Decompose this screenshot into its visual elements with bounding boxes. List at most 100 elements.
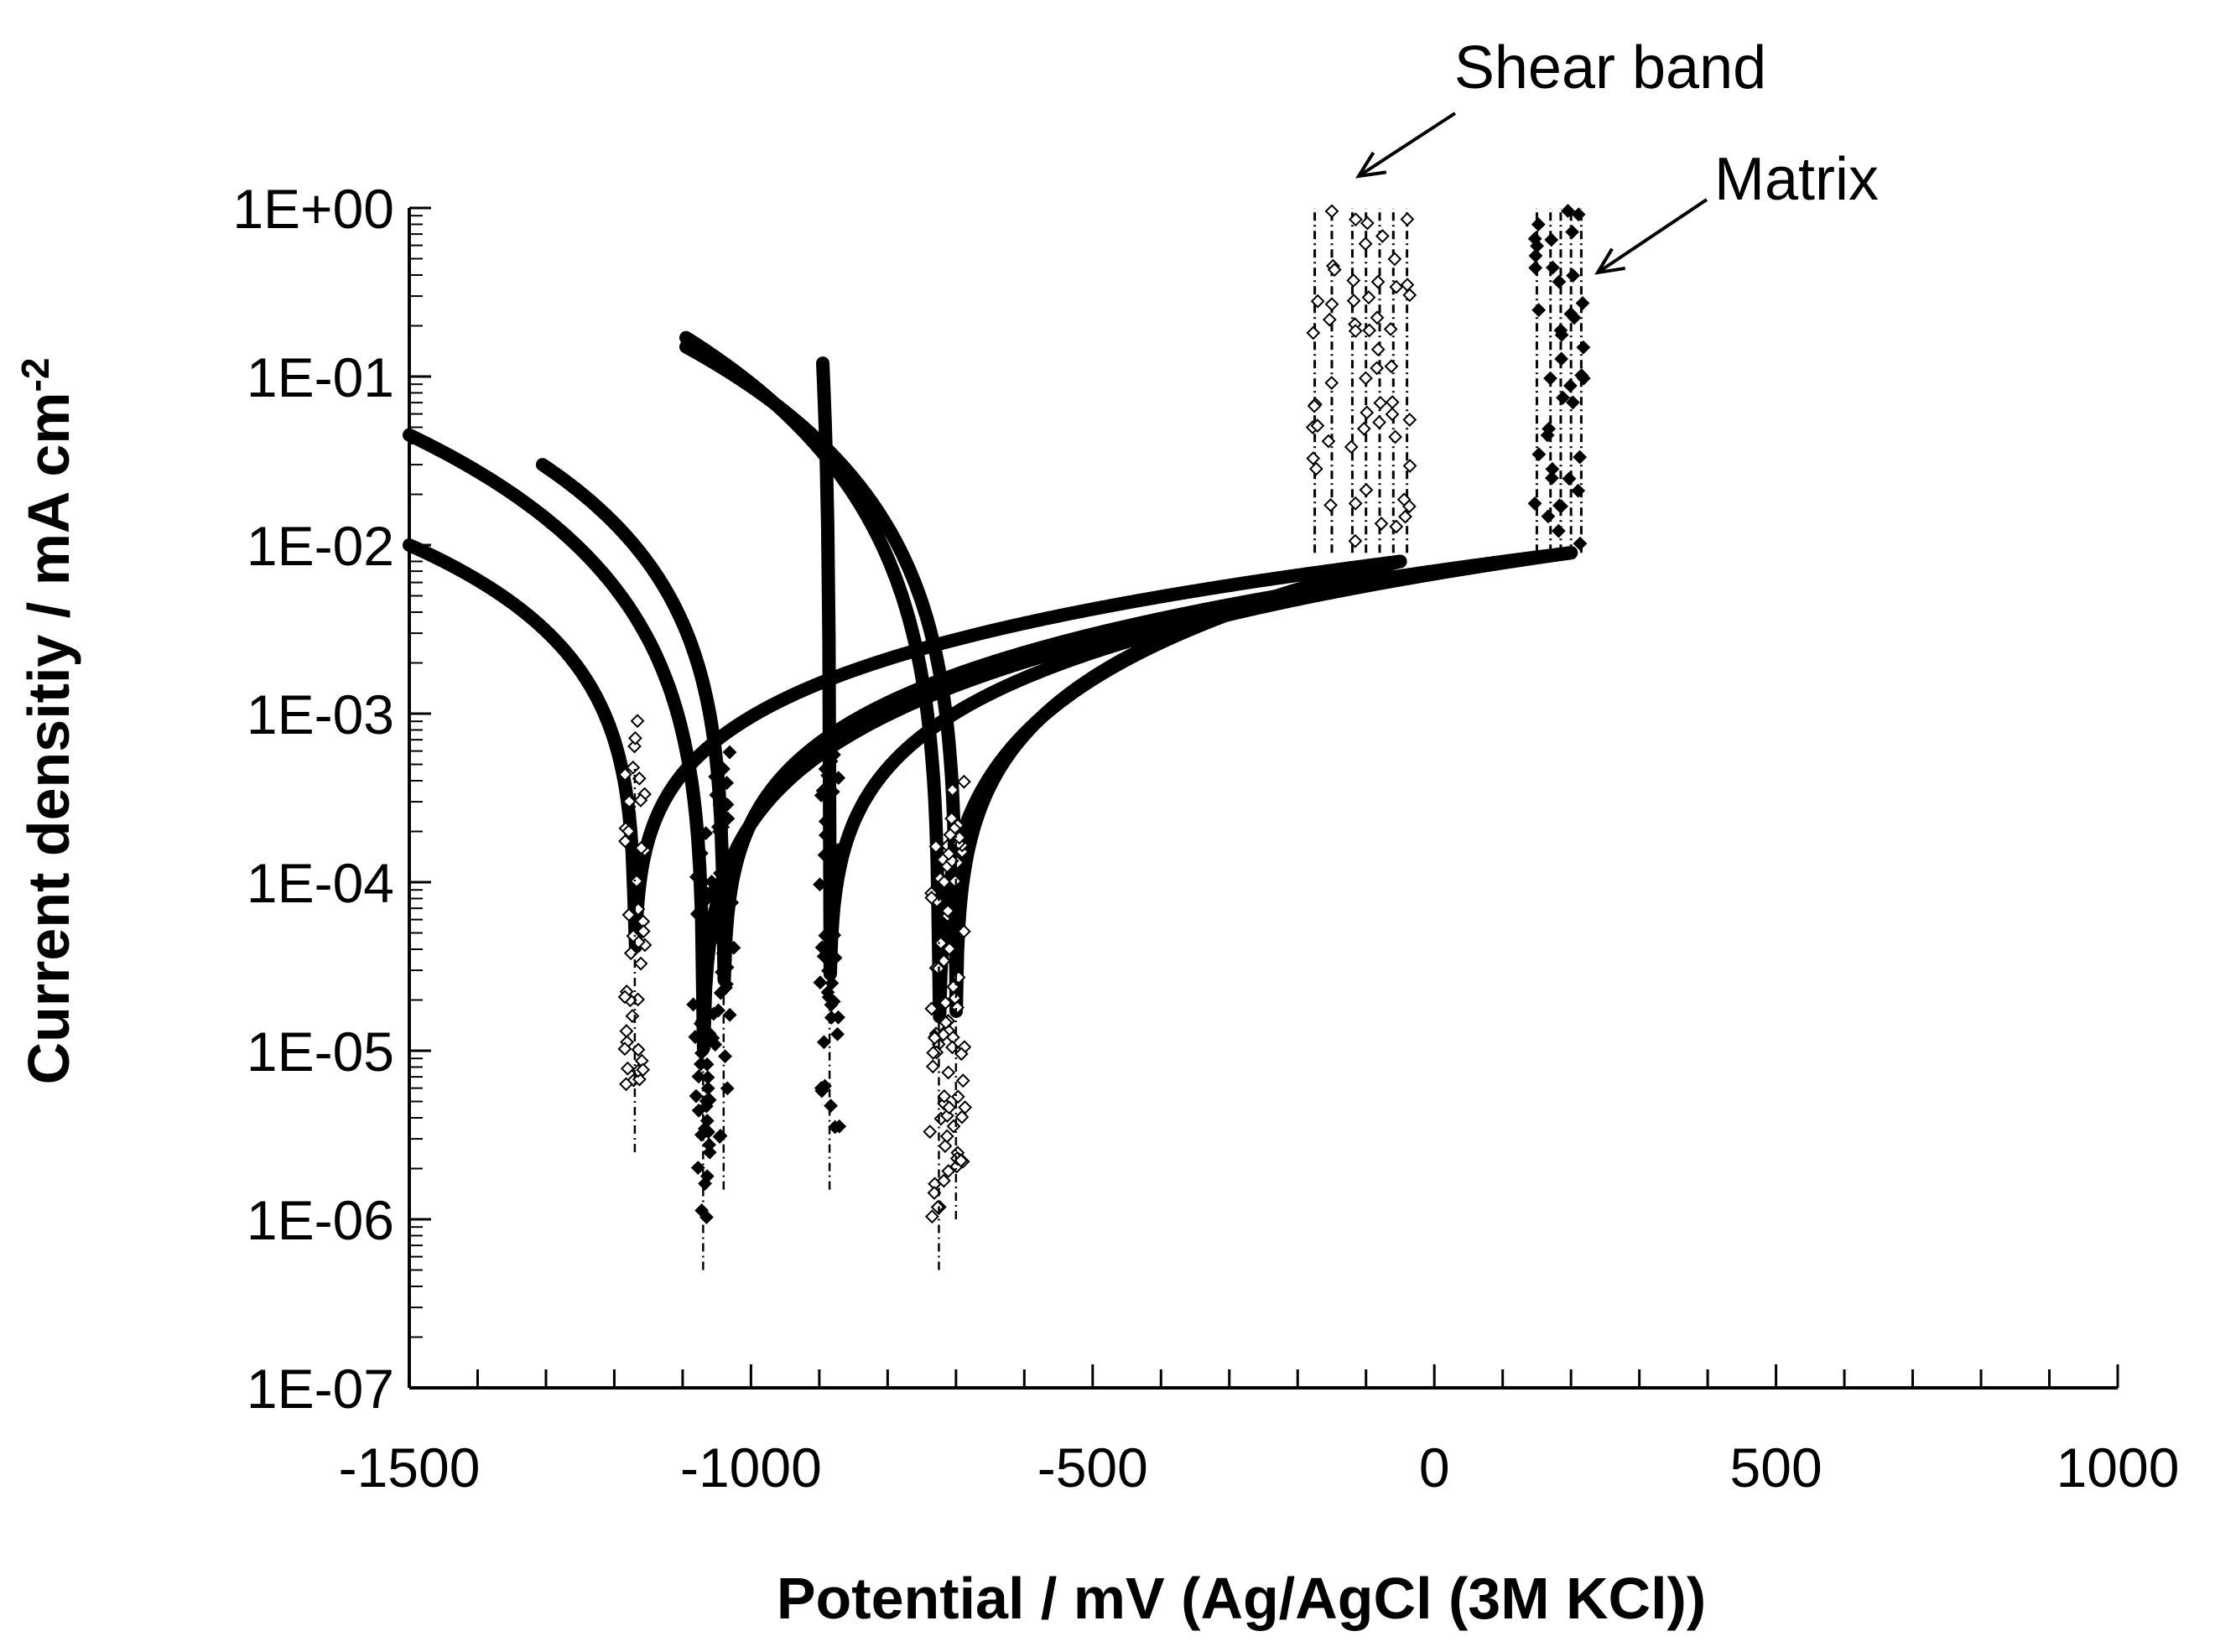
data-point xyxy=(689,1088,704,1104)
x-tick-label: -500 xyxy=(1037,1436,1148,1499)
spike-point xyxy=(1384,359,1399,374)
annotation-arrow-line xyxy=(1357,112,1457,178)
spike-point xyxy=(1544,470,1559,486)
data-point xyxy=(936,1173,951,1188)
data-point xyxy=(720,776,735,791)
y-axis-title-superscript: -2 xyxy=(13,358,57,392)
data-point xyxy=(924,1001,939,1016)
data-point xyxy=(825,784,840,799)
y-tick-label: 1E-07 xyxy=(247,1358,394,1420)
spike-point xyxy=(1389,519,1404,534)
data-point xyxy=(954,1047,969,1062)
data-point xyxy=(617,990,632,1005)
data-point xyxy=(814,940,829,955)
data-point xyxy=(626,928,641,943)
spike-point xyxy=(1576,371,1591,386)
data-point xyxy=(688,1030,703,1044)
annotation-label: Matrix xyxy=(1714,146,1879,213)
x-tick-label: -1000 xyxy=(680,1436,822,1499)
spike-point xyxy=(1370,274,1386,289)
spike-point xyxy=(1348,324,1363,339)
spike-point xyxy=(1324,297,1339,312)
data-point xyxy=(708,769,723,784)
spike-point xyxy=(1385,395,1400,410)
data-point xyxy=(626,760,641,775)
data-point xyxy=(937,1088,952,1104)
spike-point xyxy=(1324,376,1339,391)
data-point xyxy=(956,774,971,789)
spike-point xyxy=(1527,231,1542,247)
y-tick-label: 1E-06 xyxy=(247,1189,394,1251)
spike-point xyxy=(1359,371,1373,386)
spike-point xyxy=(1565,395,1580,410)
data-point xyxy=(690,1161,705,1175)
data-marks xyxy=(403,204,1591,1270)
spike-point xyxy=(1566,268,1580,283)
y-tick-label: 1E-05 xyxy=(247,1021,394,1083)
data-point xyxy=(715,946,731,961)
spike-point xyxy=(1528,260,1543,275)
spike-point xyxy=(1370,361,1385,376)
x-tick-label: 500 xyxy=(1730,1436,1822,1499)
data-point xyxy=(813,975,828,990)
data-point xyxy=(828,950,843,965)
data-point xyxy=(633,792,648,808)
data-point xyxy=(628,730,642,745)
spike-point xyxy=(1323,498,1339,512)
spike-point xyxy=(1573,449,1588,465)
spike-point xyxy=(1388,429,1403,444)
spike-point xyxy=(1387,252,1402,267)
series-matrix xyxy=(403,204,1591,1270)
spike-point xyxy=(1552,274,1567,289)
spike-point xyxy=(1402,288,1417,303)
spike-point xyxy=(1321,434,1336,449)
axes: -1500 -1000 -500 0 500 1000 1E-07 1E-06 1E-05 1E-… xyxy=(232,178,2179,1499)
spike-point xyxy=(1544,232,1559,247)
data-point xyxy=(709,787,724,803)
annotations: Shear band Matrix xyxy=(1355,34,1879,275)
x-axis-title: Potential / mV (Ag/AgCl (3M KCl)) xyxy=(777,1566,1706,1631)
data-point xyxy=(928,839,944,854)
spike-point xyxy=(1346,294,1361,309)
data-point xyxy=(936,953,951,969)
data-point xyxy=(698,1176,712,1191)
data-point xyxy=(627,739,642,754)
data-point xyxy=(925,1059,940,1074)
spike-point xyxy=(1562,471,1577,486)
data-point xyxy=(824,1010,839,1025)
data-point xyxy=(621,907,637,922)
spike-point xyxy=(1383,322,1398,336)
data-point xyxy=(725,860,741,875)
x-tick-label: 0 xyxy=(1419,1436,1450,1499)
data-point xyxy=(830,843,845,858)
y-tick-label: 1E+00 xyxy=(232,178,394,240)
data-point xyxy=(617,1042,632,1057)
data-point xyxy=(816,1035,831,1050)
spike-point xyxy=(1360,405,1375,420)
data-point xyxy=(621,823,636,839)
spike-point xyxy=(1359,482,1374,497)
data-point xyxy=(722,1007,737,1022)
y-tick-label: 1E-03 xyxy=(247,683,394,745)
y-axis-title: Current densitiy / mA cm-2 xyxy=(13,358,81,1085)
spike-point xyxy=(1375,229,1390,243)
spike-point xyxy=(1540,428,1555,443)
data-point xyxy=(942,1100,957,1115)
series-shear-band xyxy=(403,204,1417,1270)
spike-point xyxy=(1571,483,1586,498)
data-point xyxy=(709,921,723,936)
data-point xyxy=(827,927,842,943)
spike-point xyxy=(1374,517,1389,531)
spike-point xyxy=(1400,278,1415,293)
spike-point xyxy=(1310,294,1325,309)
data-point xyxy=(711,1003,726,1018)
data-point xyxy=(633,956,648,971)
data-point xyxy=(938,1139,953,1154)
spike-point xyxy=(1527,496,1542,511)
spike-point xyxy=(1372,415,1386,429)
data-point xyxy=(924,891,939,905)
data-point xyxy=(619,1024,634,1038)
data-point xyxy=(702,1145,717,1160)
spike-point xyxy=(1565,225,1579,240)
